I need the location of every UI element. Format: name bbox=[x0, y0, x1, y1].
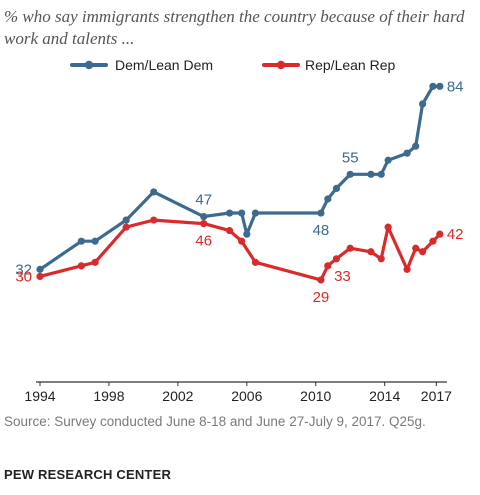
data-point bbox=[403, 265, 411, 273]
x-tick-label: 1998 bbox=[93, 388, 124, 404]
brand-name: PEW RESEARCH CENTER bbox=[4, 467, 172, 482]
data-point bbox=[346, 244, 354, 252]
data-point bbox=[200, 220, 208, 228]
data-point bbox=[77, 237, 85, 245]
series-line-dem bbox=[38, 84, 442, 271]
x-tick-label: 2014 bbox=[369, 388, 400, 404]
data-point bbox=[36, 265, 44, 273]
data-point bbox=[251, 258, 260, 266]
data-label: 48 bbox=[313, 222, 330, 239]
data-label: 30 bbox=[15, 268, 32, 285]
legend-label: Rep/Lean Rep bbox=[305, 57, 396, 73]
data-point bbox=[332, 255, 341, 263]
data-point bbox=[332, 184, 341, 192]
data-point bbox=[436, 230, 444, 238]
data-point bbox=[324, 195, 332, 203]
chart-title: % who say immigrants strengthen the coun… bbox=[4, 7, 465, 48]
data-point bbox=[377, 255, 385, 263]
data-point bbox=[150, 188, 158, 196]
line-chart: 1994 1998 2002 2006 2010 2014 2017 Dem/Lean Dem… bbox=[15, 57, 464, 404]
data-point bbox=[225, 209, 234, 217]
data-point bbox=[225, 227, 234, 235]
data-point bbox=[317, 276, 325, 284]
data-point bbox=[238, 237, 246, 245]
data-point bbox=[429, 237, 437, 245]
data-point bbox=[200, 212, 208, 221]
legend-marker bbox=[276, 60, 286, 70]
data-point bbox=[384, 156, 392, 164]
data-label: 84 bbox=[447, 78, 464, 95]
data-label: 29 bbox=[313, 289, 330, 306]
legend-marker bbox=[84, 60, 94, 70]
data-point bbox=[429, 82, 437, 90]
data-point bbox=[122, 223, 130, 231]
data-point bbox=[77, 262, 85, 270]
data-point bbox=[346, 170, 354, 178]
x-tick-label: 1994 bbox=[24, 388, 55, 404]
data-point bbox=[91, 237, 99, 245]
data-point bbox=[251, 209, 260, 217]
data-point bbox=[367, 170, 375, 178]
data-label: 55 bbox=[342, 149, 359, 166]
data-label: 46 bbox=[195, 233, 212, 250]
data-point bbox=[91, 258, 99, 266]
data-point bbox=[122, 216, 130, 224]
data-point bbox=[436, 82, 444, 90]
data-label: 42 bbox=[447, 226, 464, 243]
series-line-rep bbox=[38, 218, 442, 282]
data-label: 32 bbox=[15, 261, 32, 278]
data-point bbox=[238, 209, 246, 217]
data-label: 33 bbox=[334, 268, 351, 285]
data-point bbox=[317, 209, 325, 217]
data-point bbox=[367, 248, 375, 256]
data-point bbox=[418, 100, 427, 108]
data-point bbox=[36, 272, 44, 280]
data-point bbox=[324, 262, 332, 270]
data-point bbox=[412, 244, 420, 252]
x-tick-label: 2002 bbox=[162, 388, 193, 404]
x-tick-label: 2017 bbox=[421, 388, 452, 404]
data-point bbox=[377, 170, 385, 178]
data-point bbox=[403, 149, 411, 157]
x-tick-label: 2010 bbox=[300, 388, 331, 404]
data-point bbox=[418, 248, 427, 256]
x-tick-label: 2006 bbox=[231, 388, 262, 404]
data-point bbox=[384, 223, 392, 231]
data-label: 47 bbox=[195, 192, 212, 209]
source-note: Source: Survey conducted June 8-18 and J… bbox=[4, 414, 426, 429]
legend-label: Dem/Lean Dem bbox=[115, 57, 213, 73]
data-point bbox=[150, 216, 158, 224]
data-point bbox=[243, 230, 251, 238]
data-point bbox=[412, 142, 420, 150]
